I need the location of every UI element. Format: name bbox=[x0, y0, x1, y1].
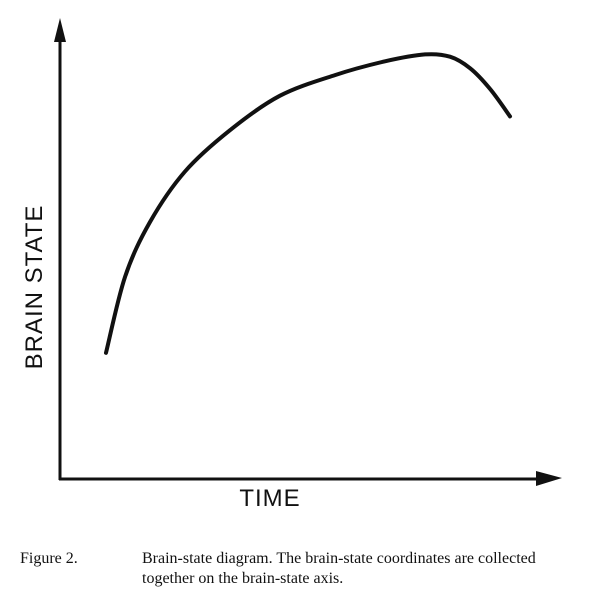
y-axis-arrowhead bbox=[54, 18, 66, 42]
y-axis-label: BRAIN STATE bbox=[21, 205, 48, 370]
x-axis bbox=[59, 471, 562, 486]
y-axis bbox=[54, 18, 66, 480]
x-axis-label: TIME bbox=[239, 485, 300, 512]
x-axis-arrowhead bbox=[536, 471, 562, 486]
figure-caption-text: Brain-state diagram. The brain-state coo… bbox=[142, 550, 536, 587]
figure-number: Figure 2. bbox=[20, 550, 78, 567]
brain-state-curve bbox=[104, 52, 512, 355]
brain-state-diagram: BRAIN STATE TIME bbox=[21, 18, 562, 512]
